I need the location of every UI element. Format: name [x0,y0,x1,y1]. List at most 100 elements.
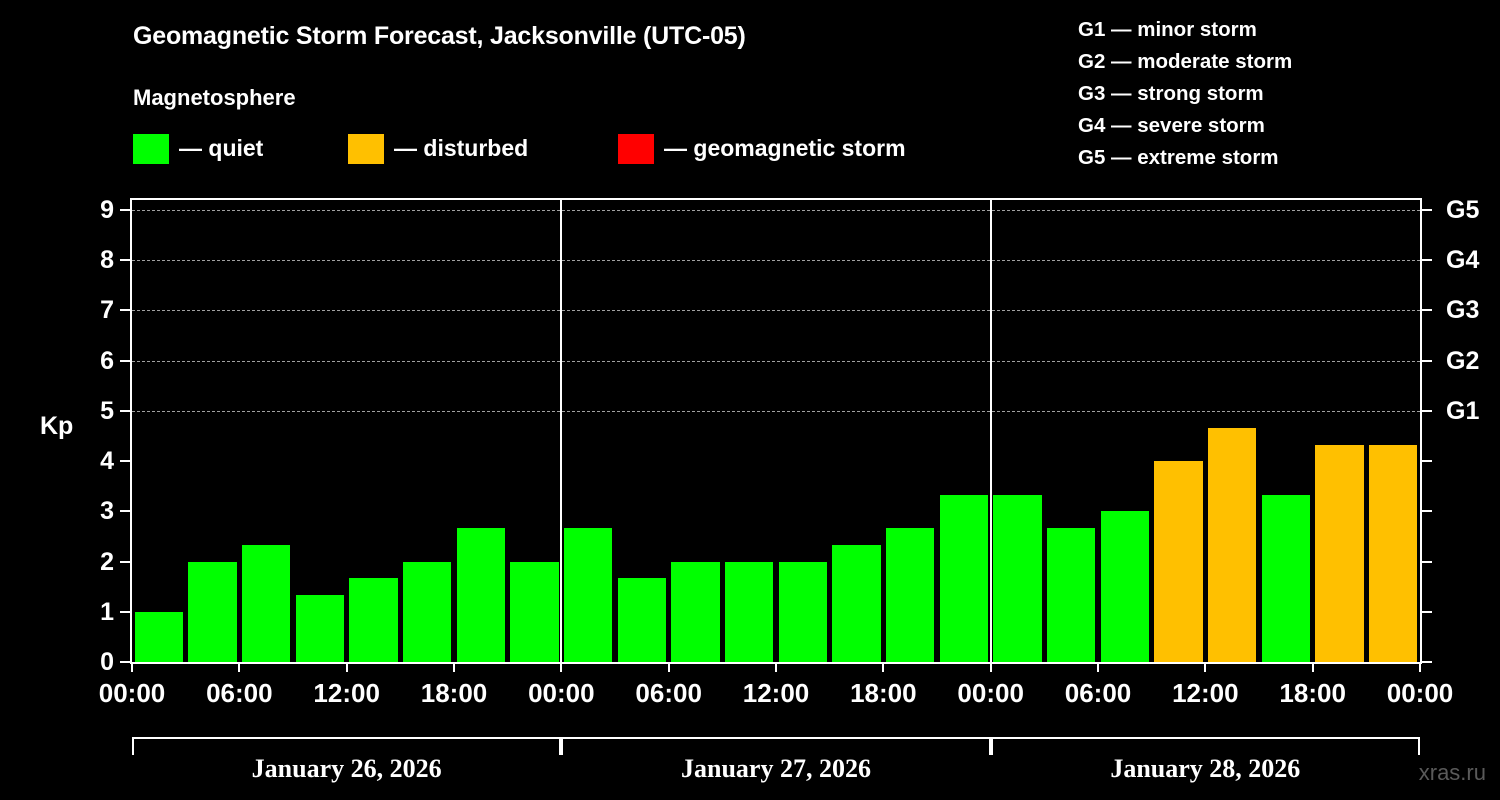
x-tick-label-4: 00:00 [528,678,595,708]
x-tick-label-9: 06:00 [1064,678,1132,708]
day-bracket-3 [990,737,1420,755]
bar [1207,427,1257,662]
legend-label-quiet: — quiet [179,135,264,161]
bar [939,494,989,662]
gridline-kp-7 [132,310,1420,312]
y-tick-right-0 [1420,661,1432,663]
y-axis-title: Kp [40,412,74,440]
g-legend-row-g2: G2 — moderate storm [1078,50,1293,73]
x-tick-label-11: 18:00 [1279,678,1346,708]
x-tick-label-6: 12:00 [742,678,810,708]
y-tick-0 [120,661,132,663]
page-title: Geomagnetic Storm Forecast, Jacksonville… [133,22,746,50]
x-tick-label-0: 00:00 [98,678,166,708]
legend-label-disturbed: — disturbed [394,135,529,161]
axis-right [1420,198,1422,664]
x-tick-11 [1311,662,1314,672]
x-tick-label-1: 06:00 [206,678,273,708]
bar [402,561,452,662]
day-caption-1: January 26, 2026 [251,754,442,783]
bar [1100,511,1150,662]
bar [1315,444,1364,662]
legend-swatch-quiet [133,134,169,164]
gridline-kp-8 [132,260,1420,262]
watermark: xras.ru [1418,760,1486,785]
x-tick-6 [775,662,777,672]
y-tick-1 [120,610,132,613]
bar [1261,494,1311,662]
x-tick-label-3: 18:00 [420,678,488,708]
y-tick-7 [120,309,132,312]
y-tick-right-6 [1420,359,1432,362]
y-tick-right-2 [1420,560,1432,563]
x-tick-label-12: 00:00 [1386,678,1454,708]
x-tick-9 [1097,662,1099,672]
axis-top [130,198,1422,200]
y-tick-8 [120,259,132,262]
bar [1046,527,1096,662]
y-tick-4 [120,460,132,463]
y-tick-right-8 [1420,259,1432,262]
legend-swatch-geomagnetic-storm [618,134,654,164]
bar [671,561,720,662]
legend-swatch-disturbed [348,134,384,164]
bar [349,578,398,662]
g-scale-legend: G1 — minor storm G2 — moderate storm G3 — … [1078,14,1292,174]
bar [134,611,184,662]
g-legend-row-g3: G3 — strong storm [1078,82,1264,105]
plot-area: 0 1 2 3 4 5 6 7 8 9 G1 G2 G3 G4 G5 00:00 06:00 12:00 18:00… [98,196,1480,708]
bar [617,578,667,662]
day-caption-2: January 27, 2026 [681,754,871,783]
x-tick-label-7: 18:00 [850,678,917,708]
bar [241,545,291,662]
y-tick-5 [120,409,132,412]
x-tick-10 [1204,662,1207,672]
g-legend-row-g5: G5 — extreme storm [1078,146,1279,169]
y-tick-2 [120,560,132,563]
axis-left [130,198,132,664]
bar [510,561,559,662]
y-tick-right-7 [1420,309,1432,312]
x-tick-1 [238,662,241,672]
bar [885,527,935,662]
g-legend-row-g4: G4 — severe storm [1078,114,1265,137]
bar [1154,461,1203,662]
y-tick-right-4 [1420,460,1432,463]
day-caption-3: January 28, 2026 [1110,754,1301,783]
bar [724,561,774,662]
x-tick-12 [1419,662,1421,672]
bar [993,494,1042,662]
g-legend-row-g1: G1 — minor storm [1078,18,1257,41]
y-tick-3 [120,510,132,513]
x-tick-5 [667,662,670,672]
x-tick-3 [453,662,455,672]
y-tick-9 [120,209,132,212]
legend-label-geomagnetic-storm: — geomagnetic storm [664,135,906,161]
day-bracket-2 [561,737,991,755]
gridline-kp-9 [132,210,1420,212]
day-divider-1 [560,198,563,662]
bar [832,545,881,662]
chart-subtitle: Magnetosphere [133,85,296,110]
y-tick-right-9 [1420,209,1432,212]
bar [1368,444,1418,662]
bar [456,527,506,662]
gridline-kp-6 [132,360,1420,362]
bar [295,595,345,662]
y-tick-right-5 [1420,409,1432,412]
x-tick-label-8: 00:00 [957,678,1024,708]
x-tick-label-5: 06:00 [635,678,702,708]
gridline-kp-5 [132,410,1420,412]
x-tick-0 [131,662,133,672]
bar [778,561,828,662]
y-tick-right-1 [1420,610,1432,613]
x-tick-8 [989,662,992,672]
x-tick-label-10: 12:00 [1172,678,1239,708]
bar [563,527,613,662]
day-divider-2 [989,198,992,662]
y-tick-right-3 [1420,510,1432,513]
bar [188,561,237,662]
x-tick-2 [345,662,348,672]
y-tick-6 [120,359,132,362]
